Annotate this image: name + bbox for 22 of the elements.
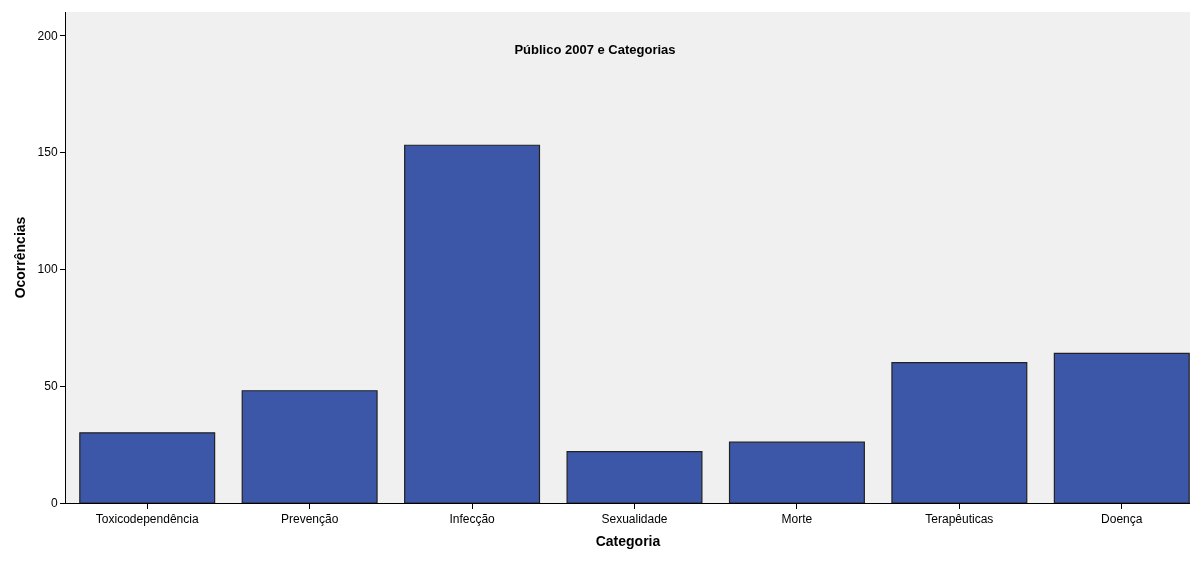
x-tick-label: Prevenção: [280, 512, 339, 527]
y-tick-label: 200: [37, 28, 58, 43]
bar: [241, 390, 378, 503]
x-tick-label: Morte: [781, 512, 813, 527]
bar: [1053, 352, 1190, 503]
x-tick-label: Infecção: [449, 512, 496, 527]
x-tick-label: Toxicodependência: [95, 512, 199, 527]
bar: [728, 441, 865, 503]
x-tick-label: Terapêuticas: [925, 512, 994, 527]
y-tick-label: 100: [37, 262, 58, 277]
x-tick-label: Sexualidade: [601, 512, 668, 527]
text: Público 2007 e Categorias: [514, 42, 676, 58]
y-tick-label: 150: [37, 145, 58, 160]
bar: [566, 450, 703, 503]
bar: [891, 362, 1028, 503]
y-axis-title: Ocorrências: [12, 216, 29, 299]
x-axis-title: Categoria: [595, 532, 661, 549]
bar: [404, 144, 541, 503]
y-tick-label: 50: [44, 379, 58, 394]
y-tick-label: 0: [50, 496, 58, 511]
x-tick-label: Doença: [1101, 512, 1143, 527]
bar: [79, 432, 216, 503]
